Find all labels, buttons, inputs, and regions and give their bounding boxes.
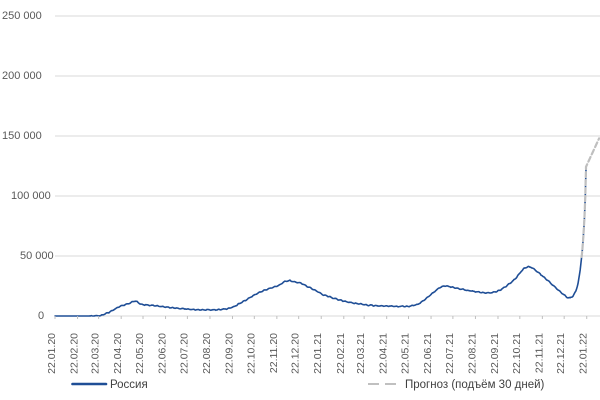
svg-text:22.10.21: 22.10.21 bbox=[511, 333, 523, 374]
svg-text:22.05.20: 22.05.20 bbox=[134, 333, 146, 374]
svg-text:22.03.21: 22.03.21 bbox=[355, 333, 367, 374]
svg-text:22.10.20: 22.10.20 bbox=[245, 333, 257, 374]
svg-text:Заболело, человек: Заболело, человек bbox=[0, 166, 1, 233]
svg-text:22.08.21: 22.08.21 bbox=[466, 333, 478, 374]
svg-text:22.09.21: 22.09.21 bbox=[489, 333, 501, 374]
svg-text:22.03.20: 22.03.20 bbox=[90, 333, 102, 374]
svg-text:22.07.21: 22.07.21 bbox=[444, 333, 456, 374]
svg-text:22.08.20: 22.08.20 bbox=[201, 333, 213, 374]
svg-text:22.06.21: 22.06.21 bbox=[422, 333, 434, 374]
svg-text:22.11.20: 22.11.20 bbox=[268, 333, 280, 373]
svg-text:Россия: Россия bbox=[110, 379, 148, 391]
svg-text:100 000: 100 000 bbox=[11, 190, 51, 202]
svg-text:22.07.20: 22.07.20 bbox=[178, 333, 190, 374]
svg-text:0: 0 bbox=[38, 310, 44, 322]
svg-text:22.01.20: 22.01.20 bbox=[46, 333, 58, 374]
svg-text:22.01.21: 22.01.21 bbox=[312, 333, 324, 374]
svg-text:22.05.21: 22.05.21 bbox=[400, 333, 412, 374]
svg-text:22.01.22: 22.01.22 bbox=[578, 333, 590, 374]
svg-text:22.09.20: 22.09.20 bbox=[223, 333, 235, 374]
svg-text:250 000: 250 000 bbox=[2, 10, 42, 22]
svg-text:22.02.20: 22.02.20 bbox=[69, 333, 81, 374]
svg-text:22.06.20: 22.06.20 bbox=[157, 333, 169, 374]
svg-text:22.12.21: 22.12.21 bbox=[555, 333, 567, 374]
svg-text:22.04.21: 22.04.21 bbox=[378, 333, 390, 374]
svg-text:22.04.20: 22.04.20 bbox=[112, 333, 124, 374]
svg-text:150 000: 150 000 bbox=[2, 130, 42, 142]
svg-text:50 000: 50 000 bbox=[20, 250, 54, 262]
svg-text:22.02.21: 22.02.21 bbox=[335, 333, 347, 374]
svg-text:Прогноз (подъём 30 дней): Прогноз (подъём 30 дней) bbox=[405, 379, 545, 391]
svg-text:200 000: 200 000 bbox=[2, 70, 42, 82]
svg-text:22.11.21: 22.11.21 bbox=[533, 333, 545, 373]
svg-text:22.12.20: 22.12.20 bbox=[290, 333, 302, 374]
